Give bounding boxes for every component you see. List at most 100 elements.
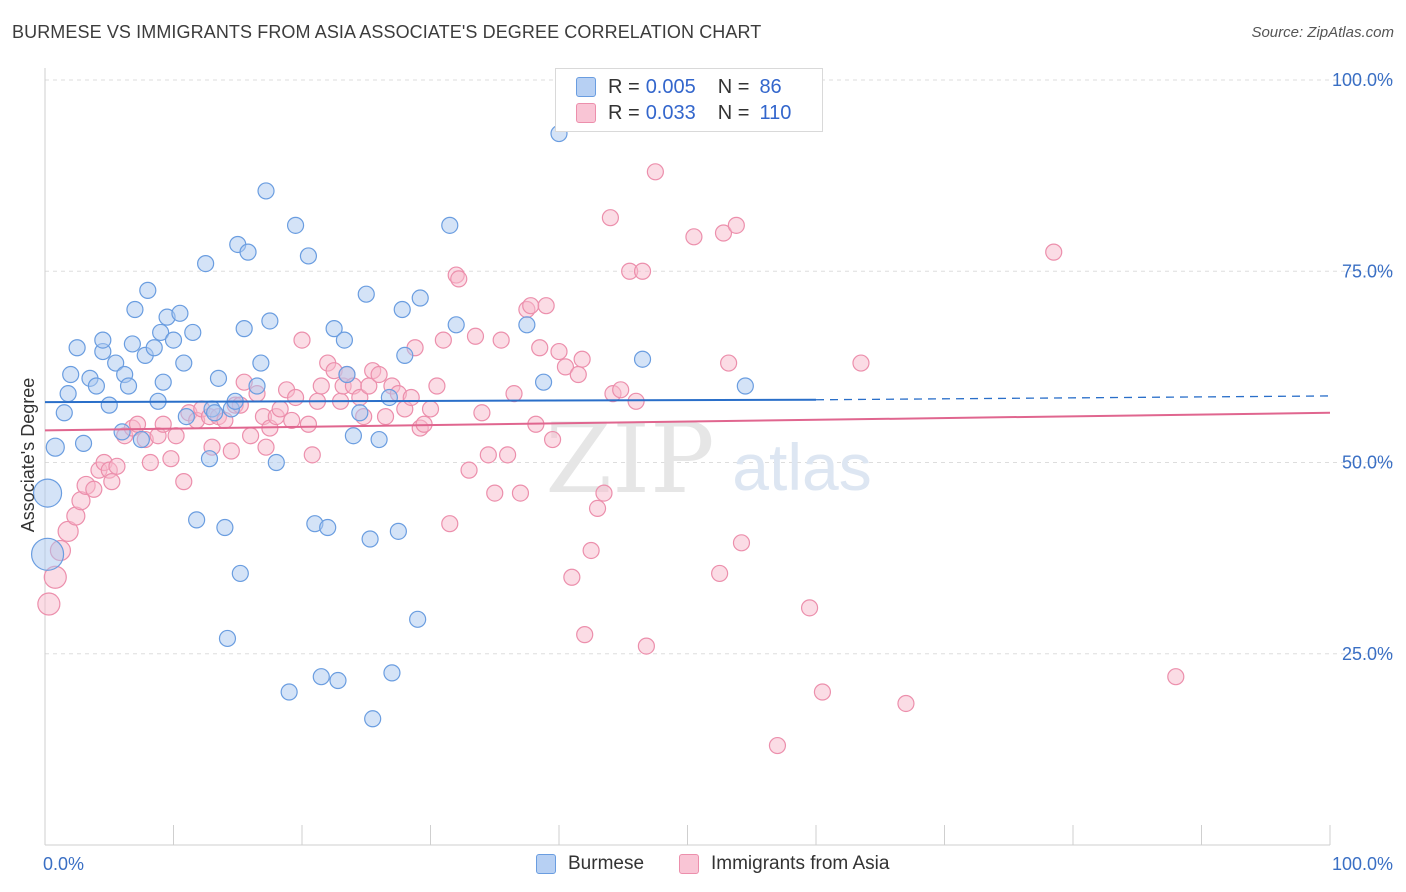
data-point-asia <box>505 385 523 403</box>
data-point-asia <box>720 354 738 372</box>
legend-r-label: R = <box>608 101 640 124</box>
data-point-burmese <box>534 373 553 391</box>
data-point-asia <box>466 327 485 345</box>
data-point-burmese <box>132 430 150 449</box>
data-point-asia <box>537 297 555 315</box>
y-tick-label: 25.0% <box>1342 644 1393 664</box>
data-point-asia <box>492 331 510 349</box>
data-point-asia <box>573 350 591 368</box>
data-point-asia <box>601 209 620 227</box>
data-point-asia <box>897 694 915 713</box>
data-point-asia <box>460 461 478 479</box>
legend-n-label: N = <box>717 101 750 124</box>
data-point-asia <box>732 534 751 552</box>
data-point-burmese <box>123 335 141 353</box>
legend-swatch-burmese <box>576 77 596 97</box>
data-point-asia <box>633 262 652 280</box>
data-point-asia <box>376 408 395 426</box>
data-point-burmese <box>257 182 275 200</box>
data-point-burmese <box>280 683 298 701</box>
data-point-burmese <box>145 339 163 357</box>
data-point-asia <box>685 228 703 246</box>
data-point-burmese <box>197 255 215 273</box>
legend-r-value: 0.005 <box>645 75 696 98</box>
legend-swatch-asia <box>576 103 596 123</box>
data-point-burmese <box>736 377 754 395</box>
data-point-burmese <box>154 373 172 391</box>
data-point-burmese <box>357 285 375 303</box>
tick-labels: 25.0% 50.0% 75.0% 100.0% 0.0% 100.0% <box>43 70 1393 874</box>
x-tick-label: 0.0% <box>43 854 84 874</box>
data-point-burmese <box>107 354 125 372</box>
data-point-asia <box>563 568 581 586</box>
data-point-burmese <box>361 530 379 548</box>
data-point-asia <box>473 404 491 422</box>
trend-line-burmese <box>44 398 817 404</box>
data-point-asia <box>242 427 260 445</box>
data-point-burmese <box>383 664 401 682</box>
data-point-asia <box>813 683 832 701</box>
data-point-asia <box>421 400 440 418</box>
data-point-asia <box>646 163 664 181</box>
data-point-asia <box>588 499 607 517</box>
data-point-burmese <box>30 537 65 571</box>
data-point-burmese <box>370 430 388 449</box>
data-point-burmese <box>59 385 77 403</box>
data-point-asia <box>85 480 103 498</box>
data-point-asia <box>141 453 159 472</box>
bottom-legend-swatch-asia <box>679 854 699 874</box>
data-point-burmese <box>248 377 266 395</box>
data-point-burmese <box>188 511 206 529</box>
data-point-asia <box>441 515 459 533</box>
data-point-asia <box>522 297 540 315</box>
axes <box>44 68 1331 846</box>
source-credit: Source: ZipAtlas.com <box>1251 24 1394 41</box>
data-point-burmese <box>235 320 253 338</box>
data-point-burmese <box>119 377 138 395</box>
data-point-burmese <box>319 518 337 537</box>
data-point-burmese <box>152 323 170 342</box>
bottom-legend-label-asia: Immigrants from Asia <box>711 853 890 874</box>
data-point-asia <box>286 388 305 407</box>
data-point-asia <box>370 365 388 384</box>
data-point-asia <box>434 331 452 349</box>
data-point-burmese <box>184 323 202 342</box>
data-point-burmese <box>164 331 183 349</box>
data-point-burmese <box>62 365 80 384</box>
watermark-atlas: atlas <box>732 430 871 504</box>
data-point-asia <box>727 216 745 234</box>
data-point-burmese <box>286 216 305 234</box>
data-point-burmese <box>175 354 193 372</box>
data-point-burmese <box>55 404 73 422</box>
data-point-burmese <box>87 377 106 395</box>
data-point-asia <box>450 270 468 288</box>
data-point-asia <box>852 354 870 372</box>
data-point-asia <box>293 331 311 349</box>
data-point-burmese <box>45 437 65 457</box>
data-point-burmese <box>100 396 118 414</box>
series-burmese <box>30 124 754 728</box>
data-point-burmese <box>351 404 369 422</box>
data-point-asia <box>402 388 420 407</box>
y-tick-label: 100.0% <box>1332 70 1393 90</box>
legend-row-burmese: R = 0.005 N = 86 <box>576 75 782 99</box>
data-point-burmese <box>380 388 398 407</box>
data-point-burmese <box>364 710 382 728</box>
data-point-burmese <box>393 300 411 319</box>
data-point-asia <box>612 381 630 399</box>
data-point-burmese <box>299 247 318 265</box>
data-point-asia <box>556 358 575 376</box>
legend-n-label: N = <box>717 75 750 98</box>
bottom-legend-swatch-burmese <box>536 854 556 874</box>
trend-line-burmese-extension <box>815 395 1331 401</box>
y-tick-label: 50.0% <box>1342 453 1393 473</box>
data-point-asia <box>531 339 549 357</box>
data-point-asia <box>582 541 600 560</box>
data-point-burmese <box>126 300 144 319</box>
legend-n-value: 110 <box>759 101 792 124</box>
trend-lines <box>44 395 1331 432</box>
data-point-burmese <box>335 331 354 349</box>
legend-r-value: 0.033 <box>645 101 696 124</box>
data-point-asia <box>569 365 587 384</box>
